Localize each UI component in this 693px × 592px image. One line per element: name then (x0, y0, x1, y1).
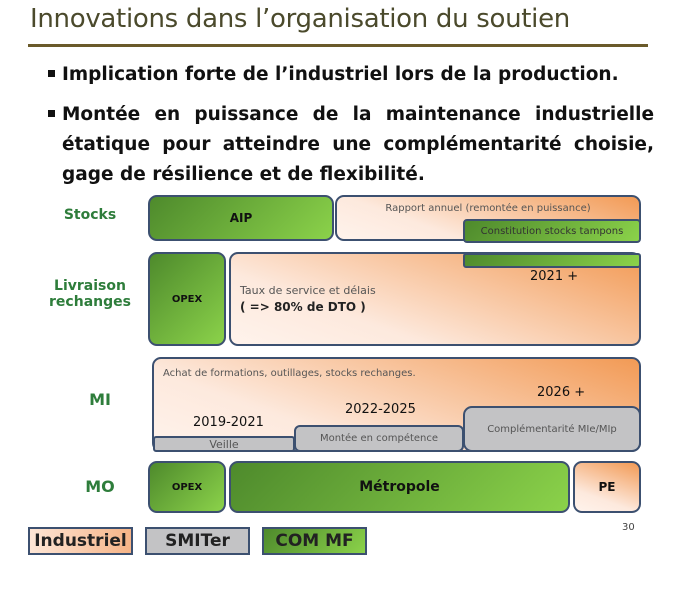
opex-mo-box: OPEX (148, 461, 226, 513)
aip-box: AIP (148, 195, 334, 241)
row-label-livraison: Livraison rechanges (49, 278, 131, 310)
page-number: 30 (622, 522, 635, 533)
bullet-2: Montée en puissance de la maintenance in… (62, 104, 654, 185)
year-2022: 2022-2025 (345, 402, 416, 417)
legend-smiter: SMITer (145, 527, 250, 555)
veille-box: Veille (153, 436, 295, 452)
row-label-stocks: Stocks (63, 207, 117, 223)
title-rule (28, 44, 648, 47)
row-label-mi: MI (89, 390, 111, 409)
constitution-box: Constitution stocks tampons (463, 219, 641, 243)
year-2026: 2026 + (537, 385, 586, 400)
opex-livraison-box: OPEX (148, 252, 226, 346)
bullet-icon (48, 70, 55, 77)
year-2021: 2021 + (530, 269, 579, 284)
row-label-mo: MO (85, 477, 115, 496)
pe-box: PE (573, 461, 641, 513)
slide-title: Innovations dans l’organisation du souti… (30, 4, 570, 34)
dto-text: ( => 80% de DTO ) (240, 300, 366, 314)
legend-com-mf: COM MF (262, 527, 367, 555)
montee-box: Montée en compétence (294, 425, 464, 452)
achat-text: Achat de formations, outillages, stocks … (163, 368, 416, 379)
bullet-icon (48, 110, 55, 117)
legend-industriel: Industriel (28, 527, 133, 555)
year-2019: 2019-2021 (193, 415, 264, 430)
metropole-box: Métropole (229, 461, 570, 513)
green-bar (463, 253, 641, 268)
taux-text: Taux de service et délais (240, 284, 376, 297)
complementarite-box: Complémentarité MIe/MIp (463, 406, 641, 452)
bullet-1: Implication forte de l’industriel lors d… (62, 64, 619, 85)
